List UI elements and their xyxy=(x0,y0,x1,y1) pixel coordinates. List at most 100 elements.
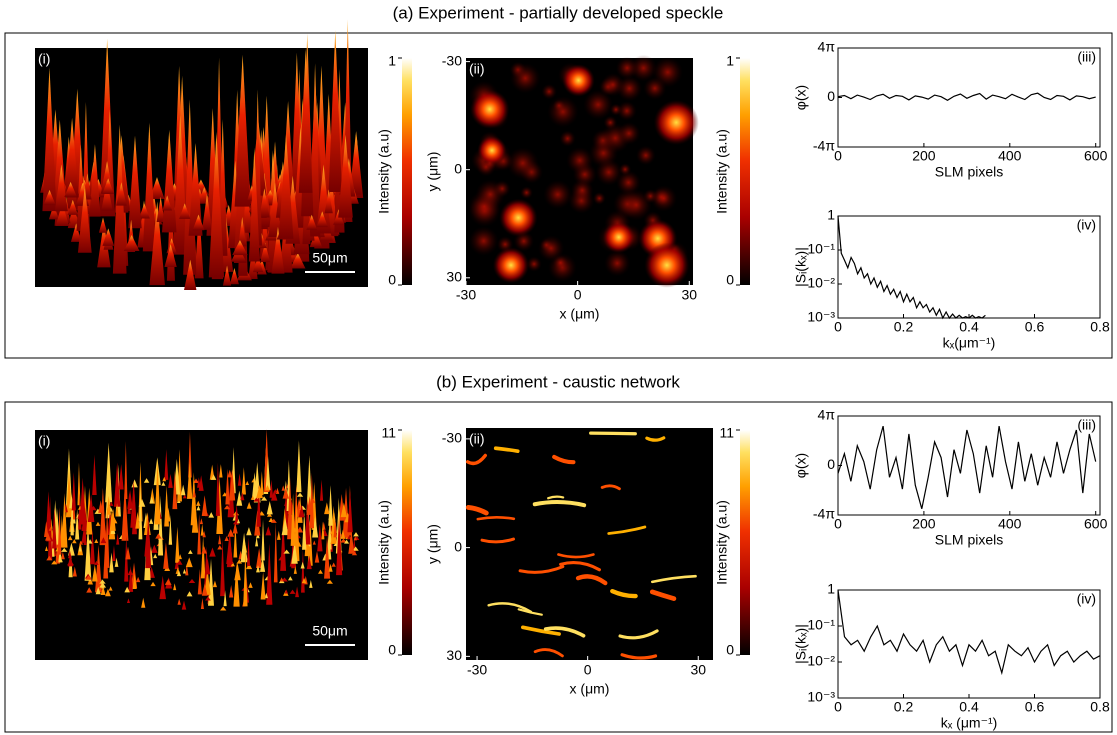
spike xyxy=(248,147,260,262)
spike xyxy=(182,568,186,574)
spike xyxy=(81,527,87,543)
spike xyxy=(196,500,201,506)
spike xyxy=(234,503,239,525)
spike xyxy=(79,540,84,545)
spike xyxy=(264,592,269,599)
spike xyxy=(301,577,307,584)
colorbar-tick-label: 1 xyxy=(388,53,396,69)
spike xyxy=(138,484,143,540)
speckle-blob xyxy=(617,122,641,145)
spike xyxy=(312,540,316,545)
y-tick-label: 4π xyxy=(818,39,836,55)
spike xyxy=(197,514,201,555)
x-tick-label: 600 xyxy=(1084,516,1108,532)
spike xyxy=(94,538,99,543)
spike xyxy=(164,579,172,585)
spike xyxy=(101,180,113,211)
speckle-blob xyxy=(650,185,677,212)
spike xyxy=(61,547,68,552)
spike xyxy=(77,462,81,506)
spike xyxy=(273,522,278,583)
spike xyxy=(216,476,223,534)
speckle-blob xyxy=(470,89,510,129)
colorbar-tick-label: 1 xyxy=(726,53,734,69)
caustic-line xyxy=(547,495,565,500)
spike xyxy=(42,67,57,212)
spike xyxy=(340,538,347,543)
x-tick-label: 0 xyxy=(584,662,592,678)
spike xyxy=(212,580,217,588)
spike xyxy=(318,569,323,574)
spike xyxy=(72,566,77,577)
spike xyxy=(227,469,233,478)
spike xyxy=(255,548,263,568)
x-tick-label: -30 xyxy=(456,287,476,303)
intensity-features xyxy=(465,431,697,660)
colorbar-label: Intensity (a.u) xyxy=(376,129,392,214)
y-tick-label: -30 xyxy=(442,430,462,446)
spike xyxy=(309,230,323,248)
spike xyxy=(168,473,173,488)
speckle-blob xyxy=(616,75,643,102)
y-tick-label: 0 xyxy=(827,88,835,104)
intensity-map xyxy=(466,428,713,660)
y-tick-label: 0 xyxy=(454,160,462,176)
spike xyxy=(317,523,323,552)
colorbar-label: Intensity (a.u) xyxy=(714,500,730,585)
spike xyxy=(200,535,206,579)
spike xyxy=(324,502,330,515)
colorbar xyxy=(740,58,750,285)
spike xyxy=(67,199,79,215)
speckle-blob xyxy=(538,235,565,262)
y-axis-label: y (μm) xyxy=(425,524,441,564)
spike xyxy=(270,518,277,523)
spike xyxy=(201,583,208,596)
colorbar-tick-label: 0 xyxy=(726,642,734,658)
spike xyxy=(192,214,205,231)
spike xyxy=(128,565,134,592)
spike xyxy=(243,550,248,607)
x-axis-label: SLM pixels xyxy=(935,164,1003,180)
spike xyxy=(259,188,270,218)
surface-spikes xyxy=(40,19,364,291)
spike xyxy=(92,454,97,496)
spike xyxy=(150,581,156,587)
spike xyxy=(59,515,64,548)
spike xyxy=(276,530,281,540)
spike xyxy=(268,182,282,238)
speckle-blob xyxy=(506,147,539,180)
spike xyxy=(58,547,62,563)
spike xyxy=(306,496,313,515)
spike xyxy=(123,234,140,252)
spike xyxy=(160,590,166,595)
caustic-line xyxy=(618,629,659,640)
spike xyxy=(344,539,350,544)
spike xyxy=(128,135,142,229)
spike xyxy=(324,536,331,579)
speckle-blob xyxy=(526,256,542,272)
spike xyxy=(102,228,115,246)
spike xyxy=(67,535,73,541)
spike xyxy=(340,502,347,518)
x-tick-label: 0.4 xyxy=(959,319,979,335)
spike xyxy=(54,164,68,212)
spike xyxy=(204,568,211,595)
spike xyxy=(326,579,333,584)
colorbar-label: Intensity (a.u) xyxy=(714,129,730,214)
y-tick-label: 30 xyxy=(446,647,462,663)
spike xyxy=(90,529,95,565)
x-tick-label: 0 xyxy=(834,319,842,335)
y-tick-label: 1 xyxy=(827,581,835,597)
caustic-line xyxy=(575,574,608,586)
spike xyxy=(84,523,92,581)
spike xyxy=(52,507,57,549)
y-tick-label: 30 xyxy=(446,268,462,284)
spike xyxy=(89,144,101,217)
spike xyxy=(270,489,278,501)
spike xyxy=(153,553,158,559)
spike xyxy=(255,536,259,547)
image-label: (ii) xyxy=(469,431,485,447)
spike xyxy=(110,508,116,531)
speckle-blob xyxy=(541,83,557,100)
caustic-line xyxy=(620,653,658,660)
